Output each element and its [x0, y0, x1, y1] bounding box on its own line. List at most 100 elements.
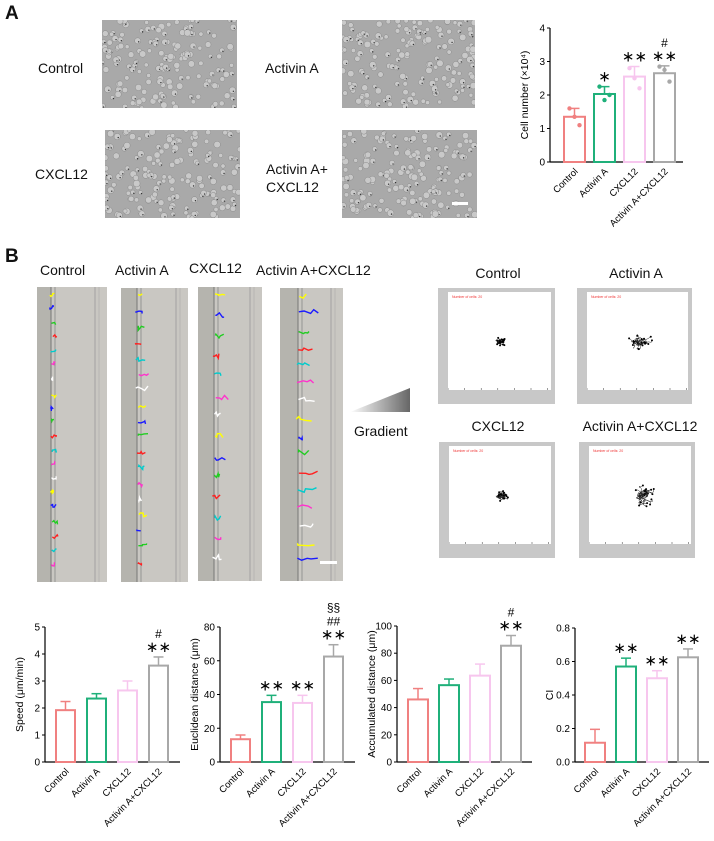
svg-text:CI: CI: [544, 690, 556, 701]
svg-text:Control: Control: [395, 766, 424, 795]
strip-label-activin: Activin A: [115, 262, 169, 278]
svg-text:∗∗: ∗∗: [613, 640, 638, 657]
svg-text:∗∗: ∗∗: [259, 677, 284, 694]
cells-texture: [342, 20, 475, 108]
svg-text:Control: Control: [217, 766, 246, 795]
cell-tracks: [37, 287, 100, 582]
label-combo-line2: CXCL12: [266, 179, 319, 195]
svg-text:Activin A+CXCL12: Activin A+CXCL12: [277, 766, 340, 829]
svg-text:20: 20: [204, 724, 216, 735]
trajectories: [586, 333, 687, 390]
track-caption: Number of cells: 20: [591, 295, 622, 299]
svg-text:∗∗: ∗∗: [675, 631, 700, 648]
svg-text:0.2: 0.2: [556, 724, 570, 735]
svg-text:∗∗: ∗∗: [644, 653, 669, 670]
svg-text:0: 0: [34, 758, 40, 769]
svg-text:80: 80: [381, 649, 393, 660]
svg-text:20: 20: [381, 730, 393, 741]
strip-label-control: Control: [40, 262, 86, 278]
cells-texture: [102, 20, 237, 108]
trajectories: [448, 490, 549, 544]
svg-text:1: 1: [539, 124, 545, 135]
micrograph-activin: [342, 20, 475, 108]
svg-text:Activin A+CXCL12: Activin A+CXCL12: [454, 766, 517, 829]
svg-text:∗∗: ∗∗: [290, 677, 315, 694]
migration-strip-cxcl12: [198, 287, 262, 581]
migration-strip-control: [37, 287, 107, 582]
svg-text:∗: ∗: [598, 69, 611, 86]
svg-text:Speed (μm/min): Speed (μm/min): [14, 657, 26, 732]
cell-tracks: [121, 288, 181, 582]
svg-text:4: 4: [539, 24, 545, 35]
svg-text:80: 80: [204, 623, 216, 634]
svg-text:1: 1: [34, 731, 40, 742]
svg-text:Cell number (×10⁴): Cell number (×10⁴): [519, 51, 531, 140]
micrograph-combo: [342, 130, 477, 218]
track-plot-activin: Number of cells: 20: [577, 288, 692, 404]
svg-text:#: #: [155, 627, 162, 641]
gradient-wedge-icon: [350, 388, 410, 412]
svg-text:3: 3: [34, 677, 40, 688]
track-title-activin: Activin A: [609, 265, 663, 281]
gradient-label: Gradient: [354, 423, 408, 439]
svg-text:60: 60: [204, 656, 216, 667]
svg-text:0.8: 0.8: [556, 624, 570, 635]
svg-text:Accumulated distance (μm): Accumulated distance (μm): [366, 630, 378, 757]
label-combo: Activin A+ CXCL12: [266, 160, 328, 196]
track-caption: Number of cells: 20: [593, 449, 624, 453]
panel-a-letter: A: [5, 3, 19, 24]
strip-label-combo: Activin A+CXCL12: [256, 262, 371, 278]
svg-text:Activin A: Activin A: [422, 766, 456, 800]
svg-text:60: 60: [381, 676, 393, 687]
svg-text:40: 40: [381, 703, 393, 714]
svg-text:5: 5: [34, 623, 40, 634]
track-plot-control: Number of cells: 20: [438, 288, 555, 404]
svg-text:40: 40: [204, 690, 216, 701]
cell-tracks: [280, 288, 336, 581]
svg-text:0: 0: [386, 758, 392, 769]
svg-text:#: #: [508, 606, 515, 620]
svg-text:3: 3: [539, 57, 545, 68]
svg-text:∗∗: ∗∗: [321, 627, 346, 644]
svg-text:Euclidean distance (μm): Euclidean distance (μm): [189, 638, 201, 751]
trajectories: [588, 484, 689, 544]
label-activin: Activin A: [265, 60, 319, 76]
track-caption: Number of cells: 20: [452, 295, 483, 299]
track-title-cxcl12: CXCL12: [471, 418, 525, 434]
track-title-control: Control: [475, 265, 521, 281]
svg-text:0: 0: [539, 158, 545, 169]
scale-bar: [452, 202, 468, 205]
label-control: Control: [38, 60, 84, 76]
svg-text:0.0: 0.0: [556, 758, 570, 769]
trajectories: [447, 336, 548, 390]
svg-text:Activin A+CXCL12: Activin A+CXCL12: [631, 766, 694, 829]
micrograph-control: [102, 20, 237, 108]
svg-text:2: 2: [539, 91, 545, 102]
svg-text:0.4: 0.4: [556, 691, 570, 702]
svg-text:0: 0: [209, 758, 215, 769]
svg-text:Activin A: Activin A: [69, 766, 103, 800]
svg-text:4: 4: [34, 650, 40, 661]
svg-text:#: #: [661, 36, 668, 50]
svg-text:100: 100: [375, 622, 392, 633]
svg-text:§§: §§: [327, 601, 340, 615]
track-plot-cxcl12: Number of cells: 20: [439, 442, 555, 558]
svg-text:Activin A: Activin A: [577, 166, 611, 200]
chart-cell-number: 0 1 2 3 4 Cell number (×10⁴) Control ∗ Activin A…: [519, 24, 683, 229]
cells-texture: [105, 130, 240, 218]
panel-b-letter: B: [5, 246, 19, 267]
svg-text:##: ##: [327, 615, 341, 629]
svg-text:Control: Control: [42, 766, 71, 795]
svg-text:∗∗: ∗∗: [498, 618, 523, 635]
svg-text:0.6: 0.6: [556, 657, 570, 668]
scale-bar: [320, 561, 337, 564]
svg-text:Activin A+CXCL12: Activin A+CXCL12: [608, 166, 671, 229]
svg-text:∗∗: ∗∗: [146, 639, 171, 656]
migration-strip-combo: [280, 288, 343, 581]
track-caption: Number of cells: 20: [453, 449, 484, 453]
svg-text:Activin A: Activin A: [244, 766, 278, 800]
label-cxcl12: CXCL12: [35, 166, 88, 182]
